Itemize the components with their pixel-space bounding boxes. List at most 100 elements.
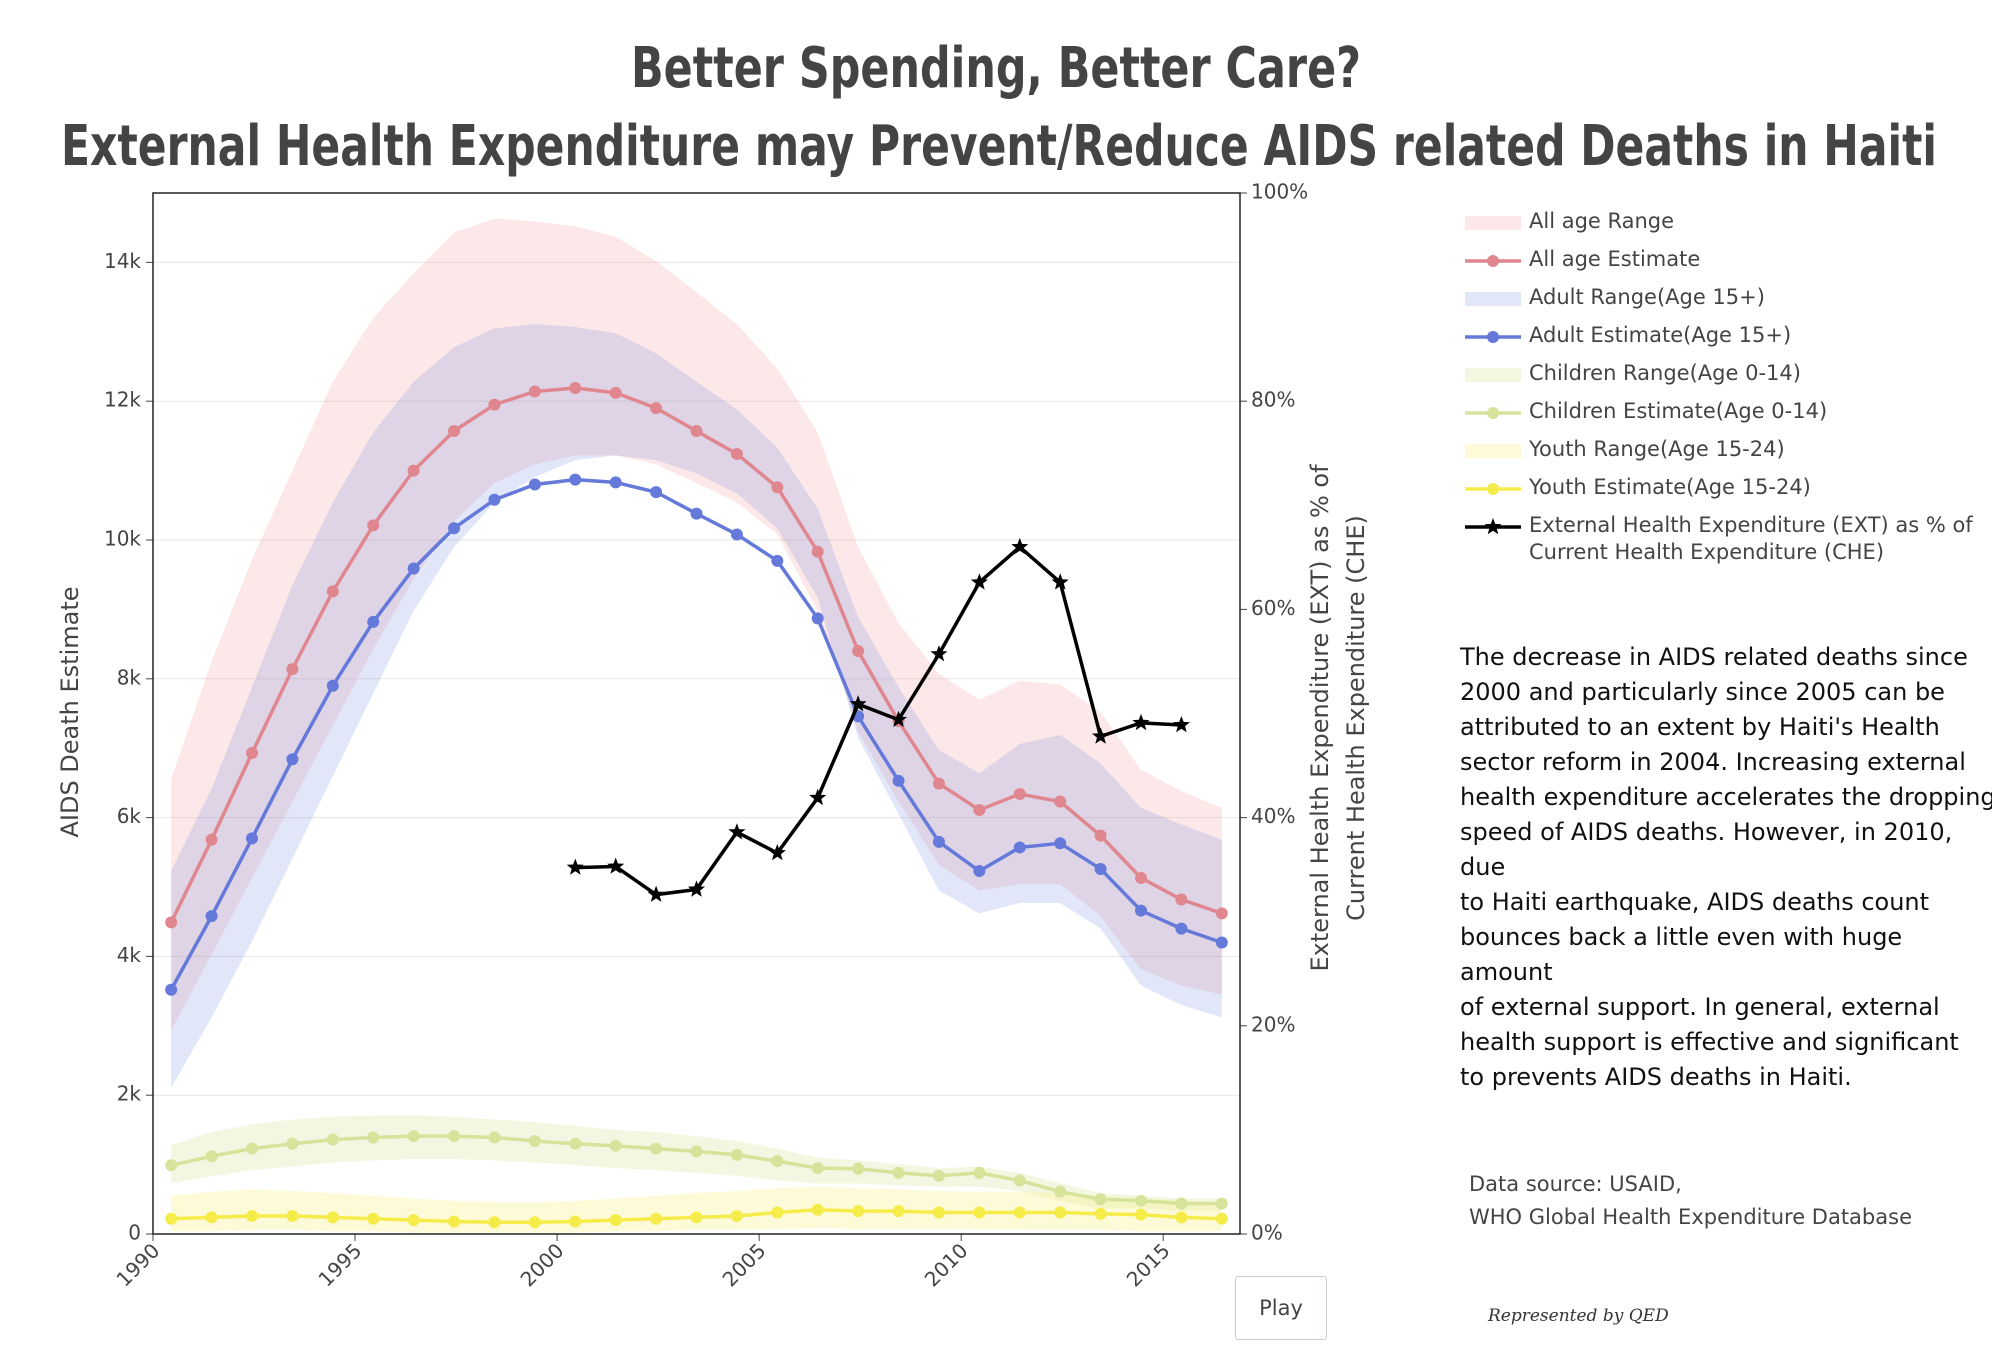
legend-item[interactable]: Youth Range(Age 15-24) [1463, 436, 1973, 474]
point-marker [569, 382, 582, 395]
legend-item[interactable]: Youth Estimate(Age 15-24) [1463, 474, 1973, 512]
point-marker [892, 774, 905, 787]
point-marker [647, 885, 665, 902]
point-marker [566, 858, 584, 875]
legend-swatch [1465, 444, 1521, 458]
point-marker [607, 857, 625, 874]
y2-tick-label: 80% [1251, 388, 1295, 412]
point-marker [1134, 1208, 1147, 1221]
legend-label: Youth Estimate(Age 15-24) [1529, 475, 1811, 499]
point-marker [609, 386, 622, 399]
point-marker [811, 1162, 824, 1175]
point-marker [730, 1209, 743, 1222]
point-marker [809, 788, 827, 806]
point-marker [246, 1209, 259, 1222]
point-marker [932, 835, 945, 848]
legend-label: Adult Estimate(Age 15+) [1529, 323, 1792, 347]
y2-axis-title: External Health Expenditure (EXT) as % o… [1306, 464, 1370, 972]
chart-subtitle: External Health Expenditure may Prevent/… [61, 114, 1937, 179]
range-band [171, 218, 1222, 1031]
legend-item[interactable]: All age Range [1463, 208, 1973, 246]
point-marker [326, 1133, 339, 1146]
legend-label: Children Range(Age 0-14) [1529, 361, 1801, 385]
legend-swatch-band [1465, 368, 1521, 382]
point-marker [650, 486, 663, 499]
point-marker [609, 1139, 622, 1152]
point-marker [326, 679, 339, 692]
point-marker [728, 823, 746, 840]
point-marker [771, 481, 784, 494]
point-marker [932, 1206, 945, 1219]
point-marker [970, 573, 988, 590]
plot-frame [152, 192, 1241, 1235]
x-tick-label: 2015 [1122, 1238, 1175, 1291]
point-marker [852, 1162, 865, 1175]
point-marker [1092, 727, 1110, 744]
point-marker [973, 803, 986, 816]
point-marker [1094, 829, 1107, 842]
point-marker [973, 1206, 986, 1219]
point-marker [407, 1214, 420, 1227]
point-marker [609, 476, 622, 489]
legend-swatch [1465, 407, 1521, 419]
point-marker [1134, 1194, 1147, 1207]
point-marker [286, 753, 299, 766]
point-marker [326, 585, 339, 598]
point-marker [1011, 537, 1029, 555]
point-marker [528, 478, 541, 491]
point-marker [528, 385, 541, 398]
legend-item[interactable]: Adult Range(Age 15+) [1463, 284, 1973, 322]
point-marker [650, 1212, 663, 1225]
point-marker [650, 402, 663, 415]
point-marker [1013, 1206, 1026, 1219]
y2-tick-label: 60% [1251, 596, 1295, 620]
point-marker [771, 1206, 784, 1219]
play-button[interactable]: Play [1235, 1276, 1327, 1340]
point-marker [367, 1212, 380, 1225]
point-marker [286, 1137, 299, 1150]
legend-swatch [1465, 368, 1521, 382]
point-marker [165, 1212, 178, 1225]
legend-label: Youth Range(Age 15-24) [1529, 437, 1785, 461]
point-marker [609, 1214, 622, 1227]
point-marker [1013, 1174, 1026, 1187]
legend-label: Adult Range(Age 15+) [1529, 285, 1765, 309]
legend-swatch [1465, 331, 1521, 343]
legend-item[interactable]: Adult Estimate(Age 15+) [1463, 322, 1973, 360]
x-tick-label: 1995 [314, 1238, 367, 1291]
point-marker [528, 1216, 541, 1229]
legend-item[interactable]: All age Estimate [1463, 246, 1973, 284]
point-marker [768, 844, 786, 861]
point-marker [205, 1211, 218, 1224]
series-line [575, 544, 1182, 897]
point-marker [892, 1166, 905, 1179]
point-marker [246, 1142, 259, 1155]
legend-swatch [1465, 518, 1521, 535]
point-marker [811, 545, 824, 558]
point-marker [448, 522, 461, 535]
point-marker [1013, 841, 1026, 854]
legend-swatch-band [1465, 292, 1521, 306]
point-marker [771, 1155, 784, 1168]
y2-tick-label: 100% [1251, 180, 1308, 204]
point-marker [1172, 716, 1190, 733]
point-marker [1134, 871, 1147, 884]
y-tick-label: 0 [128, 1221, 141, 1245]
point-marker [811, 612, 824, 625]
point-marker [690, 425, 703, 438]
legend-item[interactable]: Children Estimate(Age 0-14) [1463, 398, 1973, 436]
point-marker [852, 645, 865, 658]
point-marker [528, 1135, 541, 1148]
legend-item[interactable]: Children Range(Age 0-14) [1463, 360, 1973, 398]
y2-tick-label: 0% [1251, 1221, 1283, 1245]
point-marker [367, 615, 380, 628]
range-band [171, 324, 1222, 1088]
point-marker [650, 1142, 663, 1155]
point-marker [852, 1205, 865, 1218]
y2-tick-label: 20% [1251, 1012, 1295, 1036]
point-marker [1013, 788, 1026, 801]
y-tick-label: 8k [117, 665, 142, 689]
legend-item[interactable]: External Health Expenditure (EXT) as % o… [1463, 512, 1973, 564]
point-marker [286, 1209, 299, 1222]
